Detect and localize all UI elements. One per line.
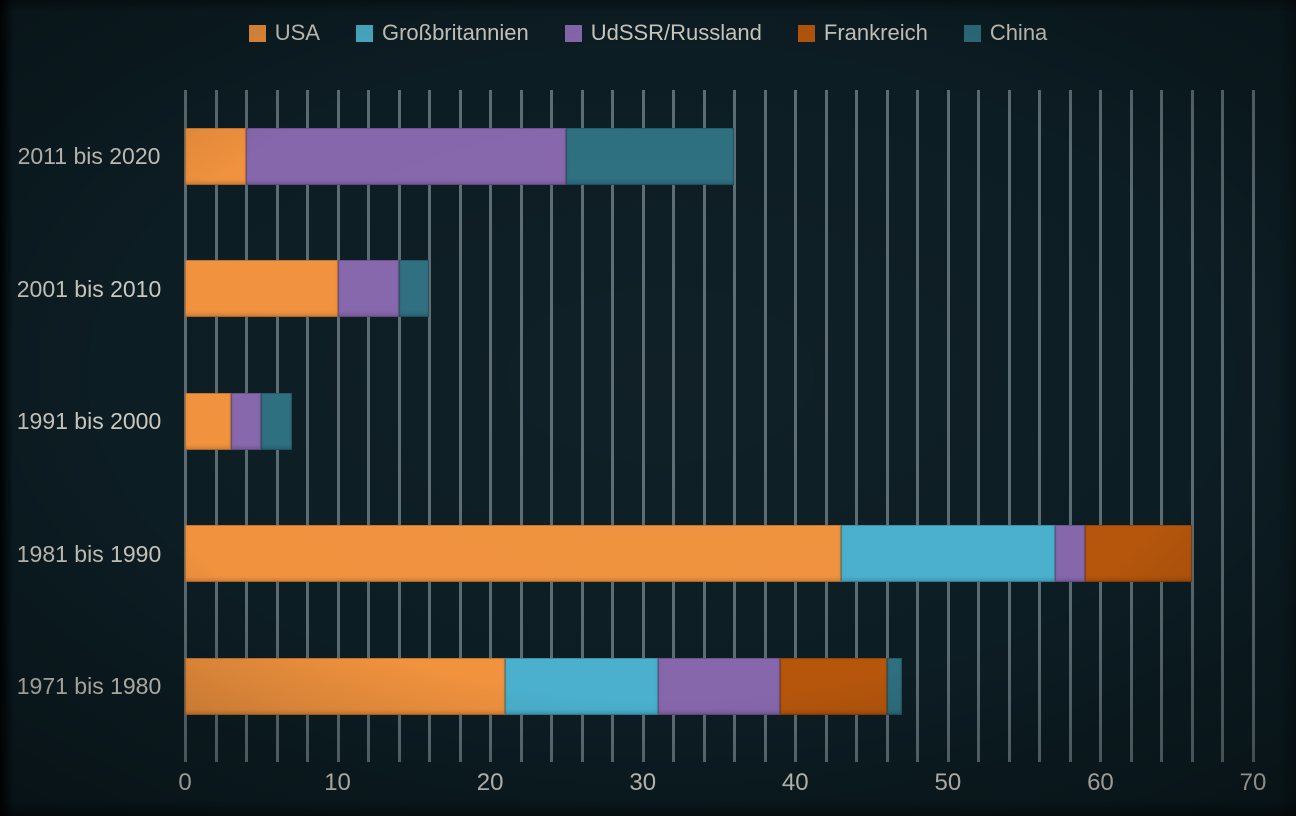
- category-label: 1991 bis 2000: [16, 408, 162, 434]
- legend-label: USA: [274, 20, 320, 45]
- legend-swatch-icon: [355, 24, 373, 42]
- legend-swatch-icon: [564, 24, 582, 42]
- bar-segment-Frankreich: [780, 657, 887, 715]
- bar-segment-UdSSR-Russland: [1054, 525, 1086, 582]
- legend: USA Großbritannien UdSSR/Russland Frankreic…: [0, 20, 1296, 46]
- bar-row-1971-bis-1980: [185, 657, 903, 715]
- x-tick-label: 60: [1087, 769, 1114, 796]
- x-tick-label: 40: [781, 769, 809, 796]
- bar-segment-Gro-britannien: [505, 657, 658, 715]
- bar-row-2011-bis-2020: [185, 127, 735, 185]
- gridline: [916, 90, 919, 762]
- legend-swatch-icon: [963, 24, 981, 42]
- bar-segment-UdSSR-Russland: [657, 657, 780, 715]
- x-tick-label: 30: [629, 769, 657, 796]
- gridline: [1008, 90, 1011, 762]
- gridline: [1130, 90, 1133, 762]
- bar-segment-Frankreich: [1085, 525, 1192, 582]
- legend-swatch-icon: [248, 24, 266, 42]
- category-label: 2001 bis 2010: [16, 275, 162, 302]
- bar-segment-China: [886, 657, 903, 715]
- legend-item-2: UdSSR/Russland: [564, 20, 762, 46]
- plot-area: [184, 90, 1255, 762]
- bar-segment-USA: [185, 657, 506, 715]
- bar-row-1991-bis-2000: [185, 392, 292, 450]
- x-tick-label: 70: [1239, 769, 1267, 796]
- gridline: [1038, 90, 1041, 762]
- gridline: [1160, 90, 1163, 762]
- category-label: 2011 bis 2020: [17, 143, 161, 169]
- bar-segment-UdSSR-Russland: [337, 260, 399, 317]
- gridline: [947, 90, 950, 762]
- bar-segment-China: [398, 260, 430, 317]
- bar-segment-USA: [185, 525, 842, 582]
- bar-segment-UdSSR-Russland: [246, 127, 567, 185]
- legend-label: Frankreich: [823, 20, 928, 45]
- legend-label: UdSSR/Russland: [590, 20, 762, 45]
- x-tick-label: 0: [178, 769, 192, 796]
- category-label: 1971 bis 1980: [16, 673, 162, 699]
- bar-segment-China: [566, 127, 735, 185]
- bar-segment-Gro-britannien: [841, 525, 1055, 582]
- gridline: [1191, 90, 1194, 762]
- gridline: [1099, 90, 1102, 762]
- gridline: [1252, 90, 1255, 762]
- bar-segment-USA: [185, 127, 247, 185]
- gridline: [977, 90, 980, 762]
- legend-item-1: Großbritannien: [355, 20, 529, 46]
- gridline: [1069, 90, 1072, 762]
- bar-row-1981-bis-1990: [185, 525, 1192, 582]
- bar-segment-USA: [185, 392, 231, 450]
- x-tick-label: 10: [324, 769, 351, 796]
- legend-item-4: China: [963, 20, 1048, 46]
- x-tick-label: 20: [476, 769, 504, 796]
- bar-segment-China: [261, 392, 292, 450]
- bar-row-2001-bis-2010: [185, 260, 430, 317]
- legend-item-3: Frankreich: [797, 20, 928, 46]
- legend-label: Großbritannien: [381, 20, 529, 45]
- gridline: [1221, 90, 1224, 762]
- bar-segment-UdSSR-Russland: [230, 392, 262, 450]
- x-tick-label: 50: [934, 769, 962, 796]
- legend-swatch-icon: [797, 24, 815, 42]
- bar-segment-USA: [185, 260, 338, 317]
- legend-item-0: USA: [248, 20, 320, 46]
- category-label: 1981 bis 1990: [16, 540, 162, 567]
- legend-label: China: [989, 20, 1048, 45]
